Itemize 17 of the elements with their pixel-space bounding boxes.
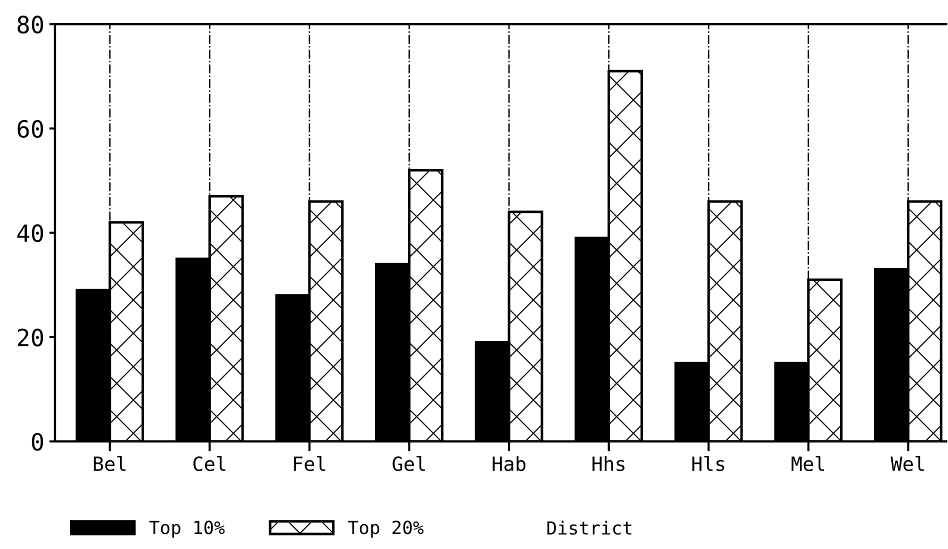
x-tick-label: Hab (492, 456, 526, 472)
y-tick-label: 0 (32, 432, 44, 451)
x-tick-label: Mel (792, 456, 824, 472)
y-tick-label: 80 (18, 16, 44, 34)
y-tick-label: 60 (18, 120, 44, 138)
x-tick-label: Hhs (592, 456, 624, 472)
x-tick-label: Bel (94, 456, 126, 472)
y-tick-label: 20 (18, 328, 44, 346)
legend-label: Top 20% (348, 520, 424, 538)
x-tick-label: Cel (193, 456, 226, 472)
legend-label: Top 10% (149, 520, 225, 538)
x-axis-title: District (547, 520, 632, 535)
y-tick-label: 40 (17, 224, 44, 242)
x-tick-label: Gel (392, 456, 425, 472)
x-tick-label: Hls (692, 456, 724, 472)
x-tick-label: Wel (890, 456, 924, 472)
x-tick-label: Fel (294, 456, 326, 472)
